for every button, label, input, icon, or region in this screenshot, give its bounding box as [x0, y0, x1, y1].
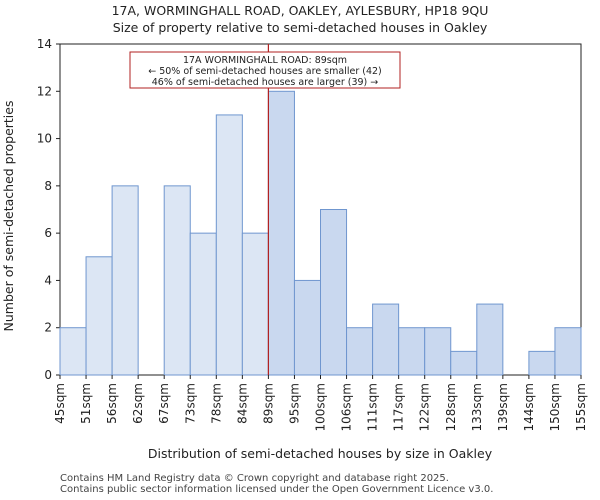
annotation-line-3: 46% of semi-detached houses are larger (…: [152, 77, 379, 88]
x-tick-label: 78sqm: [209, 383, 223, 424]
y-tick-label: 6: [44, 226, 52, 240]
footer-line1: Contains HM Land Registry data © Crown c…: [60, 473, 449, 484]
x-tick-label: 100sqm: [314, 383, 328, 431]
x-tick-label: 144sqm: [522, 383, 536, 431]
bar: [320, 209, 348, 376]
x-tick-label: 73sqm: [183, 383, 197, 424]
plot-area: 0 2 4 6 8 10 12 14 45sqm 51sqm 56sqm 62sqm 67sqm 73sq…: [37, 37, 588, 431]
bar: [528, 350, 556, 376]
y-tick-label: 10: [37, 132, 52, 146]
chart-title-line2: Size of property relative to semi-detach…: [113, 20, 488, 35]
bar: [111, 185, 139, 376]
x-axis-label: Distribution of semi-detached houses by …: [148, 446, 493, 461]
chart-title-line1: 17A, WORMINGHALL ROAD, OAKLEY, AYLESBURY…: [112, 3, 489, 18]
y-tick-label: 0: [44, 368, 52, 382]
y-axis-label: Number of semi-detached properties: [1, 101, 16, 332]
bar: [398, 327, 426, 376]
bar: [85, 256, 113, 376]
bar: [59, 327, 87, 376]
x-tick-label: 128sqm: [444, 383, 458, 431]
x-tick-label: 106sqm: [340, 383, 354, 431]
y-tick-label: 2: [44, 321, 52, 335]
annotation-line-1: 17A WORMINGHALL ROAD: 89sqm: [183, 55, 347, 66]
footer-line2: Contains public sector information licen…: [60, 484, 494, 495]
x-tick-label: 67sqm: [157, 383, 171, 424]
y-tick-label: 12: [37, 84, 52, 98]
x-tick-label: 117sqm: [392, 383, 406, 431]
x-tick-label: 62sqm: [131, 383, 145, 424]
x-tick-label: 51sqm: [79, 383, 93, 424]
bar: [476, 303, 504, 376]
annotation-box: [129, 51, 401, 89]
bar: [267, 90, 295, 376]
x-tick-label: 133sqm: [470, 383, 484, 431]
annotation-line-2: ← 50% of semi-detached houses are smalle…: [148, 66, 382, 77]
bar: [293, 279, 322, 376]
bar: [450, 350, 478, 376]
bar: [189, 232, 217, 376]
x-tick-label: 56sqm: [105, 383, 119, 424]
bar: [241, 232, 269, 376]
x-tick-label: 84sqm: [235, 383, 249, 424]
y-tick-label: 8: [44, 179, 52, 193]
x-tick-label: 95sqm: [287, 383, 301, 424]
bar: [346, 327, 374, 376]
x-tick-label: 45sqm: [53, 383, 67, 424]
x-tick-label: 155sqm: [574, 383, 588, 431]
y-tick-label: 4: [44, 273, 52, 287]
x-tick-label: 150sqm: [548, 383, 562, 431]
x-tick-label: 89sqm: [261, 383, 275, 424]
x-tick-label: 122sqm: [418, 383, 432, 431]
bar: [163, 185, 191, 376]
bar: [554, 327, 582, 376]
bar: [215, 114, 243, 376]
y-tick-label: 14: [37, 37, 52, 51]
bar: [424, 327, 452, 376]
x-tick-label: 139sqm: [496, 383, 510, 431]
x-tick-label: 111sqm: [366, 383, 380, 431]
bar: [372, 303, 400, 376]
